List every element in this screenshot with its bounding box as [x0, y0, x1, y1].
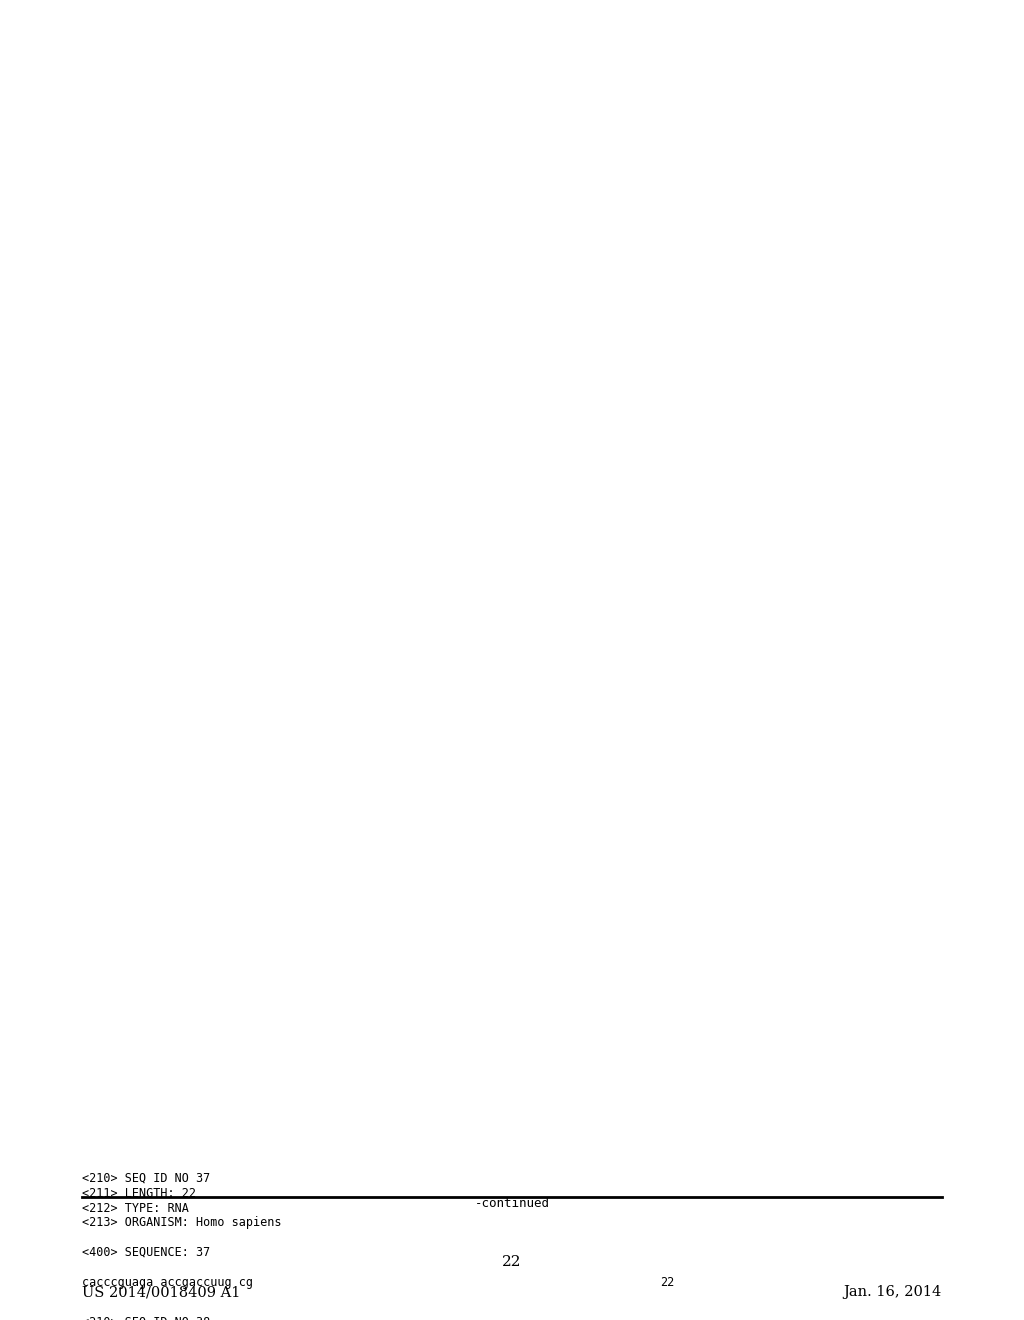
- Text: <210> SEQ ID NO 37: <210> SEQ ID NO 37: [82, 1172, 210, 1185]
- Text: <213> ORGANISM: Homo sapiens: <213> ORGANISM: Homo sapiens: [82, 1217, 282, 1229]
- Text: 22: 22: [502, 1255, 522, 1269]
- Text: cacccguaga accgaccuug cg: cacccguaga accgaccuug cg: [82, 1275, 253, 1288]
- Text: <211> LENGTH: 22: <211> LENGTH: 22: [82, 1187, 196, 1200]
- Text: 22: 22: [660, 1275, 674, 1288]
- Text: <400> SEQUENCE: 37: <400> SEQUENCE: 37: [82, 1246, 210, 1259]
- Text: <212> TYPE: RNA: <212> TYPE: RNA: [82, 1201, 188, 1214]
- Text: Jan. 16, 2014: Jan. 16, 2014: [844, 1284, 942, 1299]
- Text: <210> SEQ ID NO 38: <210> SEQ ID NO 38: [82, 1316, 210, 1320]
- Text: US 2014/0018409 A1: US 2014/0018409 A1: [82, 1284, 241, 1299]
- Text: -continued: -continued: [474, 1197, 550, 1210]
